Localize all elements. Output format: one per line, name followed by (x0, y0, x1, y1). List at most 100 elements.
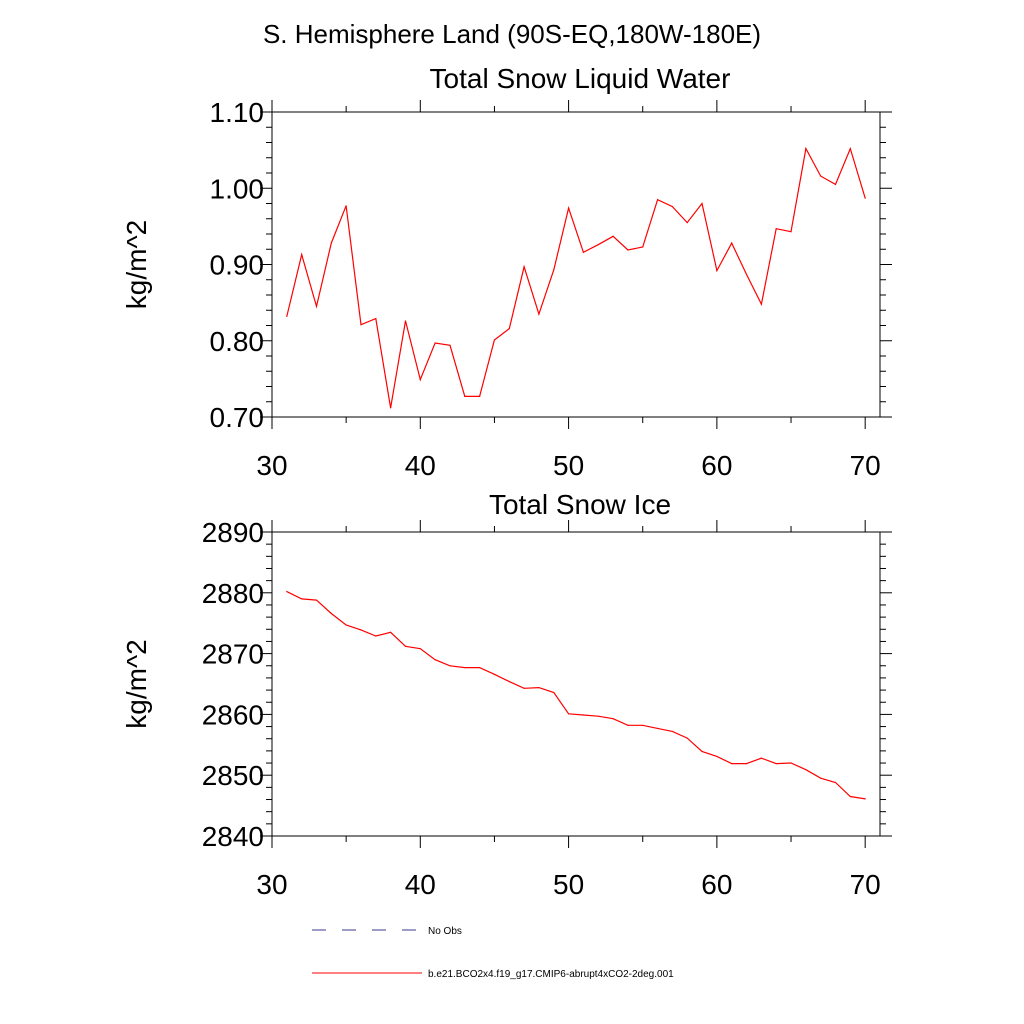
data-point (404, 320, 407, 322)
data-point (849, 148, 851, 150)
plot-frame (271, 531, 881, 837)
plot-frame (271, 111, 881, 418)
data-point (449, 665, 451, 667)
data-point (805, 769, 807, 771)
data-point (493, 339, 496, 341)
y-tick-label: 2850 (202, 760, 264, 791)
data-point (434, 342, 436, 344)
data-point (820, 175, 822, 177)
y-axis-label: kg/m^2 (121, 220, 152, 309)
x-tick-label: 50 (553, 869, 584, 900)
data-point (479, 395, 481, 398)
data-point (479, 666, 481, 669)
data-point (805, 148, 807, 150)
data-point (553, 269, 555, 271)
y-tick-label: 1.00 (210, 173, 265, 204)
data-point (656, 199, 659, 201)
data-point (330, 242, 332, 244)
data-point (627, 724, 629, 726)
data-point (671, 205, 673, 208)
data-point (775, 228, 777, 230)
y-tick-label: 2870 (202, 639, 264, 670)
data-point (849, 795, 851, 798)
y-tick-label: 0.90 (210, 250, 265, 281)
x-tick-label: 40 (405, 869, 436, 900)
chart-title: Total Snow Ice (489, 489, 671, 520)
data-point (493, 673, 496, 675)
data-point (760, 757, 762, 759)
data-point (508, 680, 510, 683)
data-point (671, 730, 673, 733)
data-point (701, 750, 703, 753)
data-point (301, 253, 303, 256)
y-tick-label: 2890 (202, 517, 264, 548)
data-point (523, 266, 525, 268)
data-point (286, 590, 288, 593)
data-point (434, 659, 436, 661)
legend-obs-label: No Obs (428, 926, 462, 937)
data-point (612, 718, 614, 720)
data-point (612, 235, 614, 237)
data-point (538, 687, 540, 689)
data-point (419, 379, 421, 381)
legend: No Obs b.e21.BCO2x4.f19_g17.CMIP6-abrupt… (312, 926, 674, 980)
data-point (731, 242, 733, 244)
data-point (345, 205, 347, 207)
x-tick-label: 70 (850, 869, 881, 900)
data-point (775, 763, 777, 765)
data-point (390, 631, 392, 633)
data-point (745, 763, 748, 765)
data-point (716, 270, 718, 272)
data-point (345, 624, 347, 626)
x-tick-label: 60 (701, 869, 732, 900)
data-point (538, 313, 540, 315)
y-tick-label: 2860 (202, 699, 264, 730)
data-point (864, 798, 866, 800)
legend-model-label: b.e21.BCO2x4.f19_g17.CMIP6-abrupt4xCO2-2… (428, 969, 674, 980)
data-point (404, 645, 407, 647)
data-point (286, 315, 288, 317)
x-tick-label: 70 (850, 450, 881, 481)
data-point (330, 612, 332, 615)
chart-title: Total Snow Liquid Water (430, 63, 731, 94)
x-tick-label: 50 (553, 450, 584, 481)
y-tick-label: 1.10 (210, 97, 265, 128)
y-tick-label: 2880 (202, 578, 264, 609)
y-axis-label: kg/m^2 (121, 639, 152, 728)
data-point (686, 221, 688, 224)
x-tick-label: 60 (701, 450, 732, 481)
x-tick-label: 30 (256, 450, 287, 481)
y-tick-label: 0.80 (210, 326, 265, 357)
data-point (834, 183, 837, 186)
data-point (790, 231, 792, 233)
data-point (834, 781, 837, 784)
data-point (464, 666, 466, 669)
data-point (553, 691, 555, 694)
data-point (731, 763, 733, 765)
data-point (567, 207, 570, 209)
series-line (286, 146, 866, 409)
x-tick-label: 30 (256, 869, 287, 900)
data-point (686, 737, 688, 739)
data-point (523, 687, 525, 689)
data-point (760, 303, 762, 305)
data-point (582, 714, 585, 716)
data-point (582, 251, 585, 253)
data-point (301, 598, 303, 600)
data-point (745, 273, 748, 276)
data-point (790, 762, 792, 764)
data-point (464, 395, 466, 398)
data-point (642, 246, 644, 248)
data-point (567, 713, 570, 715)
data-point (449, 344, 451, 346)
data-point (597, 715, 599, 717)
data-point (701, 202, 703, 205)
data-point (375, 318, 377, 320)
series-line (286, 591, 866, 800)
data-point (419, 648, 421, 650)
data-point (656, 727, 659, 729)
data-point (627, 249, 629, 251)
page-title: S. Hemisphere Land (90S-EQ,180W-180E) (263, 19, 761, 49)
data-point (597, 244, 599, 246)
